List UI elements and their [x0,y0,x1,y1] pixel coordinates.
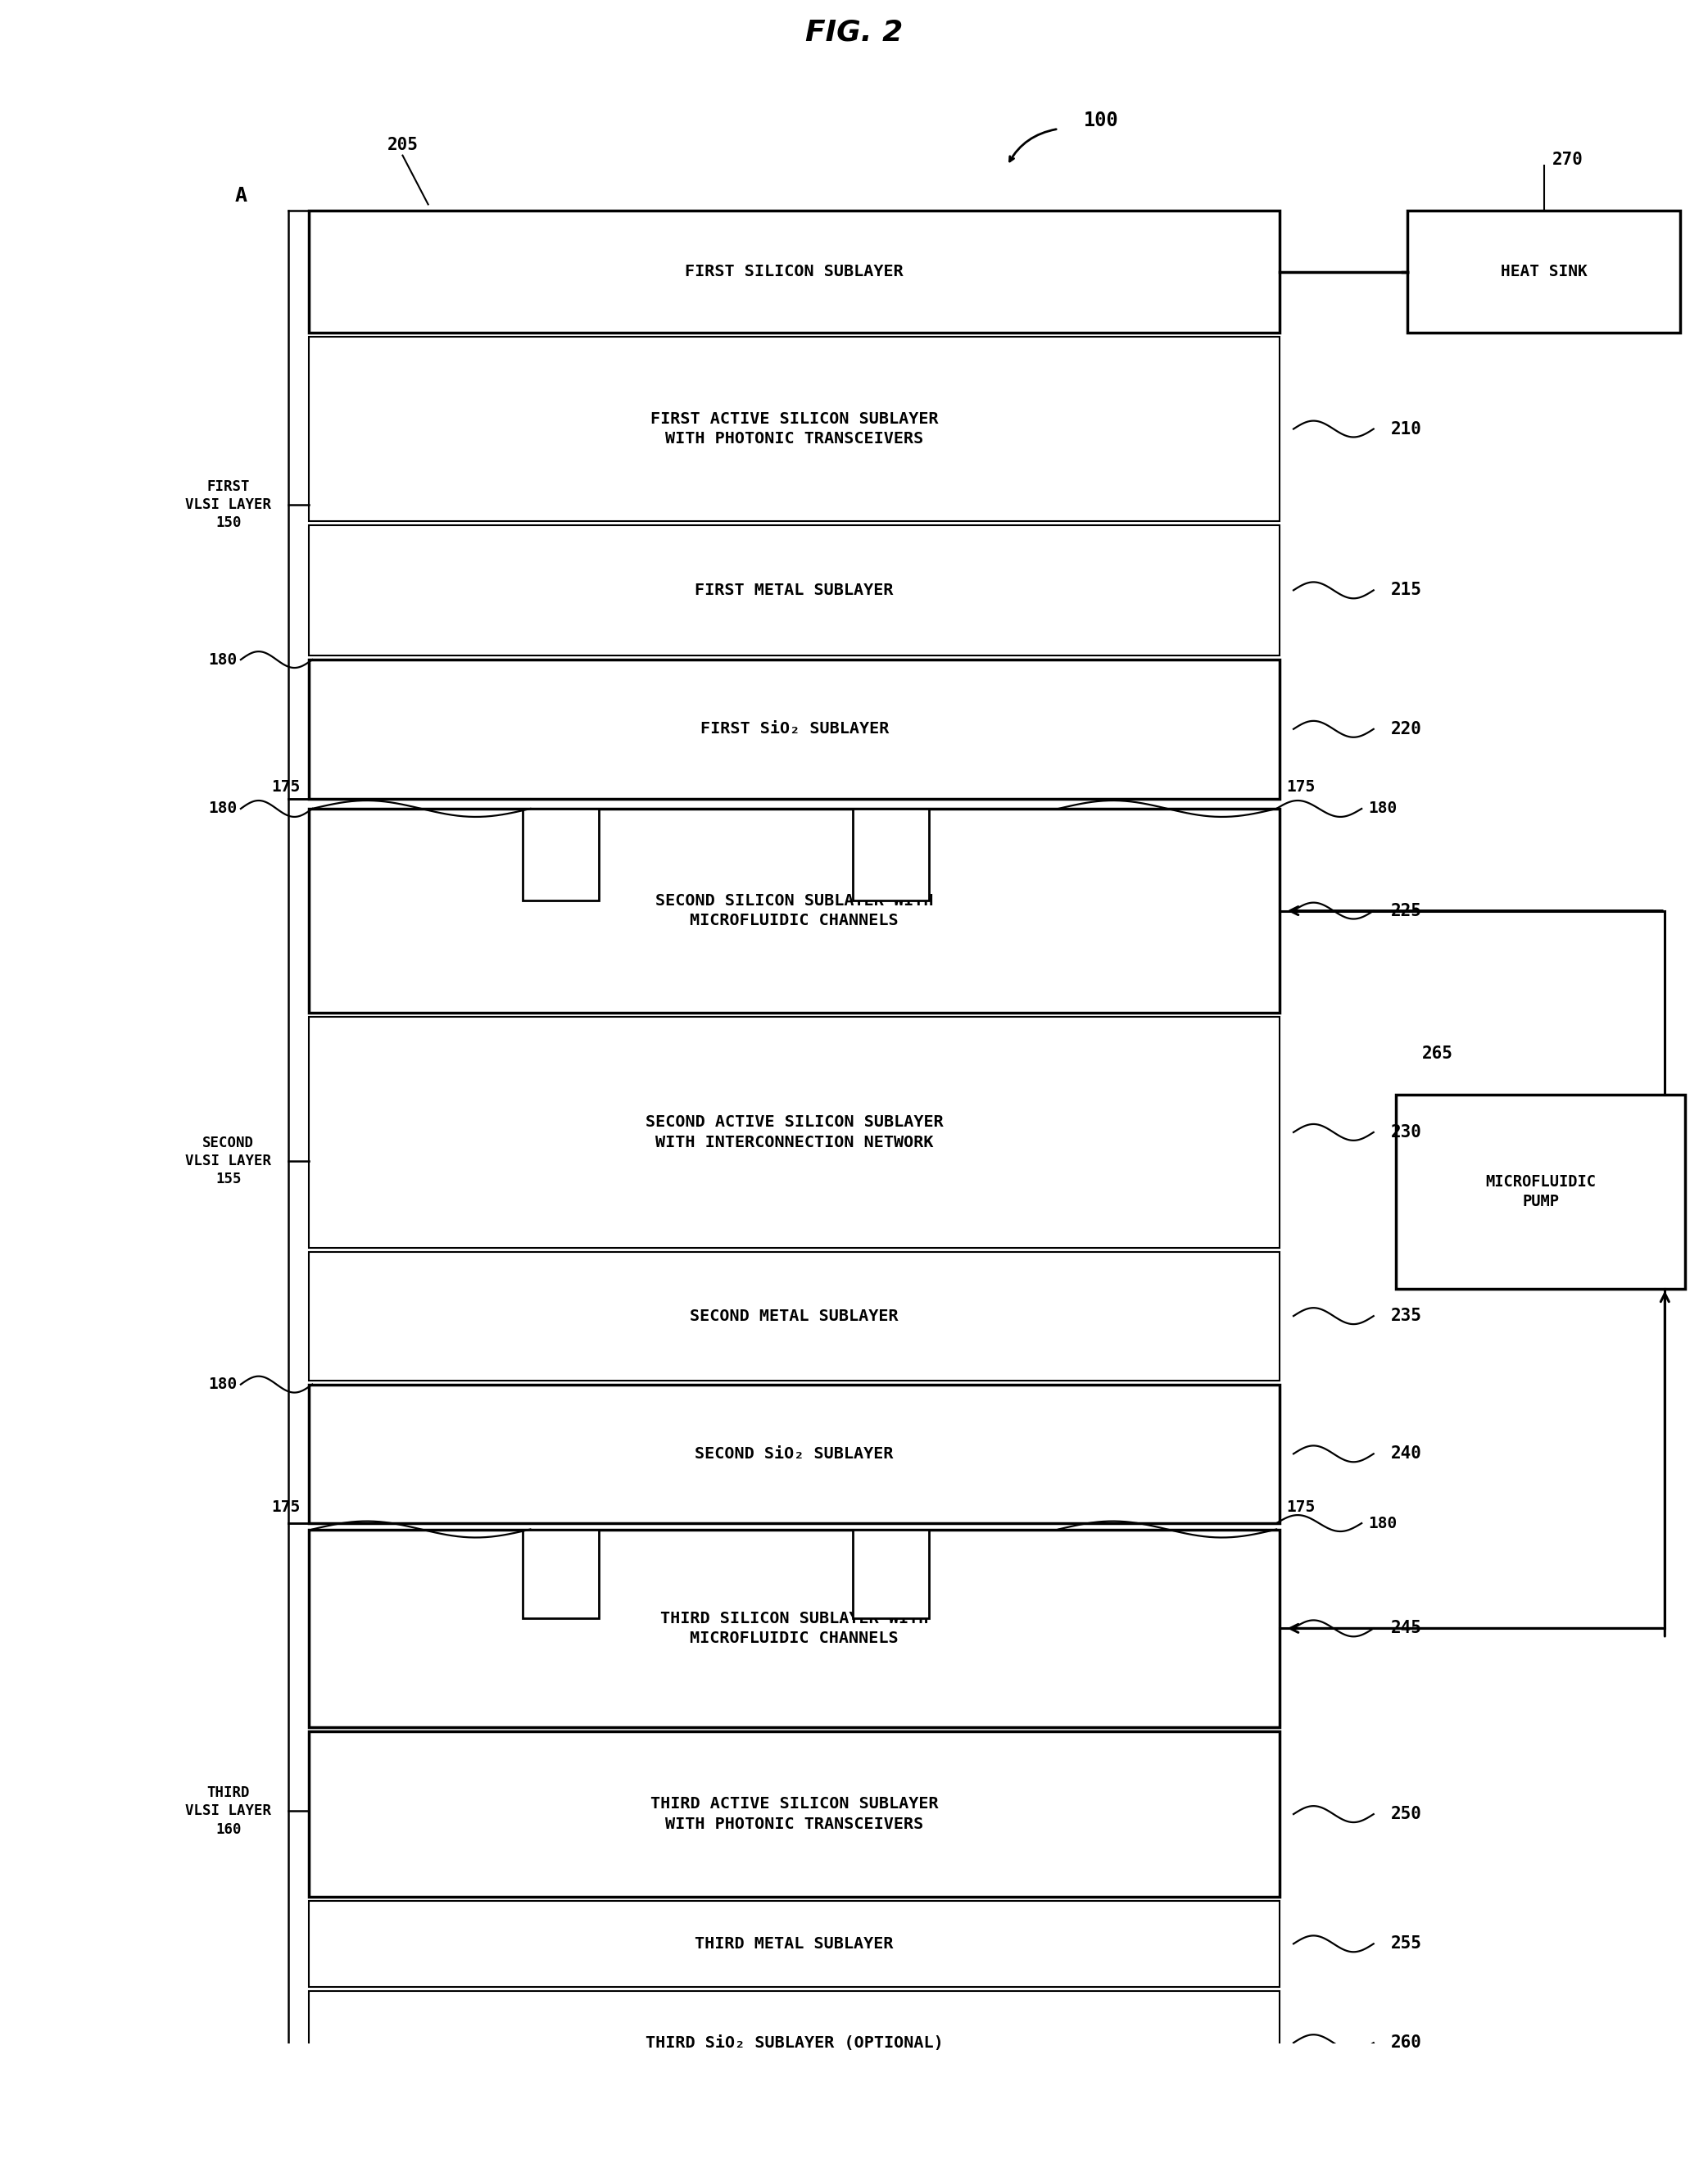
Bar [309,1732,1279,1898]
Text: 235: 235 [1390,1308,1421,1323]
Text: SECOND SILICON SUBLAYER WITH
MICROFLUIDIC CHANNELS: SECOND SILICON SUBLAYER WITH MICROFLUIDI… [656,894,934,928]
Text: 260: 260 [1390,2034,1421,2051]
Text: 230: 230 [1390,1125,1421,1140]
Text: 215: 215 [1390,583,1421,598]
Bar [309,810,1279,1013]
Bar [309,525,1279,656]
Text: FIRST SILICON SUBLAYER: FIRST SILICON SUBLAYER [685,263,904,279]
Text: THIRD METAL SUBLAYER: THIRD METAL SUBLAYER [695,1937,893,1952]
Text: SECOND METAL SUBLAYER: SECOND METAL SUBLAYER [690,1308,898,1323]
Text: SECOND ACTIVE SILICON SUBLAYER
WITH INTERCONNECTION NETWORK: SECOND ACTIVE SILICON SUBLAYER WITH INTE… [646,1114,943,1151]
Text: 180: 180 [208,652,237,667]
Text: THIRD
VLSI LAYER
160: THIRD VLSI LAYER 160 [186,1785,272,1837]
Text: 175: 175 [272,1501,301,1516]
Bar [1395,1095,1686,1289]
Text: FIRST METAL SUBLAYER: FIRST METAL SUBLAYER [695,583,893,598]
Bar [309,661,1279,799]
Bar [309,1384,1279,1524]
Text: 210: 210 [1390,421,1421,436]
Text: FIG. 2: FIG. 2 [804,19,904,47]
Text: 180: 180 [1368,1516,1397,1531]
Text: 265: 265 [1423,1045,1454,1062]
Text: 220: 220 [1390,721,1421,736]
Text: 100: 100 [1085,110,1119,130]
Text: 180: 180 [1368,801,1397,816]
Bar [523,1529,600,1619]
Bar [852,810,929,900]
Text: 255: 255 [1390,1937,1421,1952]
Bar [309,212,1279,332]
Bar [309,1017,1279,1248]
Text: MICROFLUIDIC
PUMP: MICROFLUIDIC PUMP [1486,1174,1595,1209]
Bar [309,1252,1279,1380]
Text: HEAT SINK: HEAT SINK [1501,263,1587,279]
Text: 270: 270 [1553,151,1583,168]
Text: 180: 180 [208,1377,237,1393]
Text: 245: 245 [1390,1619,1421,1637]
Text: 175: 175 [1286,1501,1315,1516]
Text: FIRST SiO₂ SUBLAYER: FIRST SiO₂ SUBLAYER [700,721,888,736]
Text: 180: 180 [208,801,237,816]
Text: THIRD ACTIVE SILICON SUBLAYER
WITH PHOTONIC TRANSCEIVERS: THIRD ACTIVE SILICON SUBLAYER WITH PHOTO… [651,1796,938,1831]
Bar [309,1900,1279,1986]
Bar [309,337,1279,520]
Text: 240: 240 [1390,1447,1421,1462]
Text: 225: 225 [1390,902,1421,920]
Bar [309,1991,1279,2094]
Text: A: A [234,186,248,205]
Bar [1407,212,1681,332]
Bar [309,1529,1279,1727]
Text: THIRD SiO₂ SUBLAYER (OPTIONAL): THIRD SiO₂ SUBLAYER (OPTIONAL) [646,2036,943,2051]
Bar [523,810,600,900]
Text: 250: 250 [1390,1805,1421,1822]
Text: FIRST
VLSI LAYER
150: FIRST VLSI LAYER 150 [186,479,272,531]
Text: SECOND
VLSI LAYER
155: SECOND VLSI LAYER 155 [186,1136,272,1187]
Text: THIRD SILICON SUBLAYER WITH
MICROFLUIDIC CHANNELS: THIRD SILICON SUBLAYER WITH MICROFLUIDIC… [661,1611,929,1645]
Bar [852,1529,929,1619]
Text: 175: 175 [1286,779,1315,795]
Text: 205: 205 [388,136,418,153]
Text: FIRST ACTIVE SILICON SUBLAYER
WITH PHOTONIC TRANSCEIVERS: FIRST ACTIVE SILICON SUBLAYER WITH PHOTO… [651,410,938,447]
Text: SECOND SiO₂ SUBLAYER: SECOND SiO₂ SUBLAYER [695,1447,893,1462]
Text: 175: 175 [272,779,301,795]
